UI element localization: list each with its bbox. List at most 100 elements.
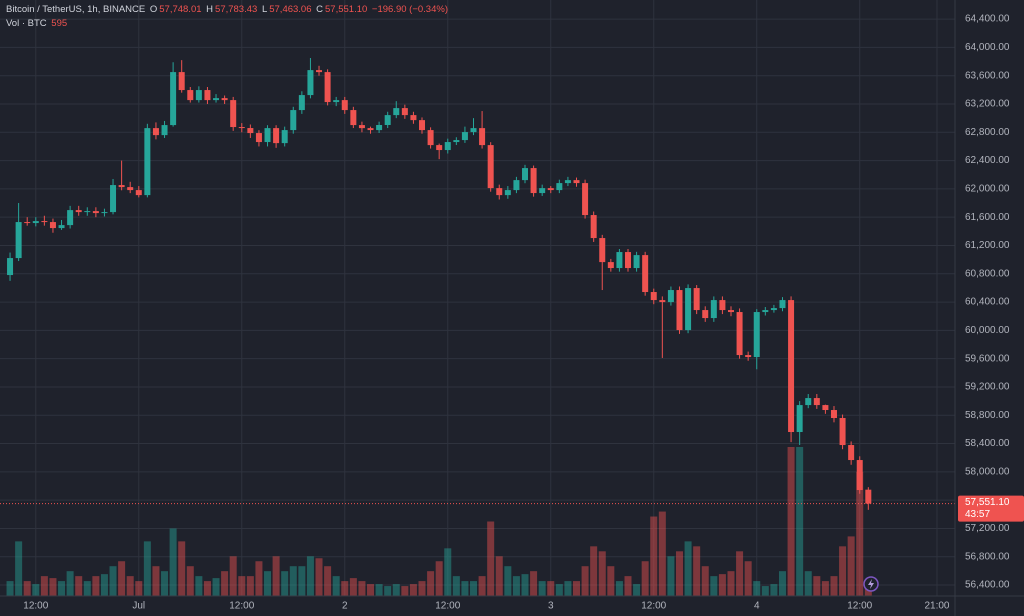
ohlc-value: 57,748.01 bbox=[159, 4, 202, 15]
candle-body bbox=[144, 128, 151, 196]
x-tick-label: 12:00 bbox=[847, 601, 872, 612]
y-tick-label: 60,800.00 bbox=[965, 268, 1010, 279]
x-tick-label: 21:00 bbox=[924, 601, 949, 612]
volume-bar bbox=[641, 561, 649, 596]
candle-body bbox=[642, 255, 649, 293]
ohlc-prefix: L bbox=[261, 4, 268, 15]
volume-bar bbox=[444, 548, 452, 596]
volume-title: Vol · BTC bbox=[6, 18, 47, 29]
volume-bar bbox=[92, 576, 100, 596]
candle-body bbox=[693, 288, 700, 311]
price-tag bbox=[958, 495, 1024, 522]
candle-body bbox=[307, 70, 314, 96]
volume-bar bbox=[753, 581, 761, 596]
candle-body bbox=[324, 72, 331, 103]
candle-body bbox=[522, 168, 529, 181]
volume-bar bbox=[512, 576, 520, 596]
candle-body bbox=[444, 142, 451, 151]
candle-body bbox=[187, 90, 194, 101]
volume-bar bbox=[332, 576, 340, 596]
candle-body bbox=[607, 262, 614, 269]
volume-bar bbox=[693, 546, 701, 596]
volume-bar bbox=[324, 566, 332, 596]
volume-bar bbox=[169, 528, 177, 596]
candle-body bbox=[92, 211, 99, 214]
candle-body bbox=[616, 252, 623, 269]
volume-bar bbox=[452, 576, 460, 596]
candle-body bbox=[384, 115, 391, 126]
y-tick-label: 64,000.00 bbox=[965, 42, 1010, 53]
volume-bar bbox=[152, 566, 160, 596]
candle-body bbox=[238, 127, 245, 129]
candle-body bbox=[367, 128, 374, 131]
candle-body bbox=[49, 222, 56, 229]
volume-bar bbox=[143, 541, 151, 596]
volume-bar bbox=[246, 576, 254, 596]
volume-bar bbox=[615, 581, 623, 596]
change-value: −196.90 (−0.34%) bbox=[371, 4, 448, 15]
volume-bar bbox=[58, 581, 66, 596]
candle-body bbox=[127, 187, 134, 191]
grid bbox=[0, 0, 955, 596]
volume-bar bbox=[40, 576, 48, 596]
volume-bar bbox=[100, 574, 108, 596]
volume-bar bbox=[658, 511, 666, 596]
candle-body bbox=[667, 290, 674, 303]
candle-body bbox=[333, 100, 340, 103]
candle-body bbox=[101, 212, 108, 214]
y-tick-label: 58,800.00 bbox=[965, 410, 1010, 421]
candle-body bbox=[582, 183, 589, 216]
volume-bar bbox=[607, 566, 615, 596]
candle-body bbox=[556, 183, 563, 191]
volume-bar bbox=[495, 556, 503, 596]
candle-body bbox=[161, 125, 168, 136]
x-tick-label: Jul bbox=[132, 601, 145, 612]
candle-body bbox=[839, 418, 846, 446]
candle-body bbox=[461, 132, 468, 141]
candle-body bbox=[58, 225, 65, 229]
volume-bar bbox=[581, 566, 589, 596]
y-tick-label: 58,400.00 bbox=[965, 438, 1010, 449]
candle-body bbox=[118, 185, 125, 188]
y-tick-label: 63,200.00 bbox=[965, 99, 1010, 110]
volume-bar bbox=[315, 558, 323, 596]
countdown-label: 43:57 bbox=[965, 509, 990, 520]
x-tick-label: 12:00 bbox=[23, 601, 48, 612]
ohlc-prefix: H bbox=[206, 4, 214, 15]
volume-layer bbox=[6, 447, 872, 596]
volume-bar bbox=[186, 566, 194, 596]
volume-bar bbox=[349, 578, 357, 596]
volume-bar bbox=[83, 581, 91, 596]
volume-bar bbox=[667, 556, 675, 596]
volume-bar bbox=[487, 521, 495, 596]
volume-bar bbox=[470, 581, 478, 596]
candle-body bbox=[865, 489, 872, 504]
symbol-legend: Bitcoin / TetherUS, 1h, BINANCE O 57,748.… bbox=[6, 4, 450, 15]
volume-bar bbox=[401, 586, 409, 596]
candle-body bbox=[496, 188, 503, 196]
candle-body bbox=[564, 180, 571, 184]
volume-bar bbox=[221, 571, 229, 596]
volume-bar bbox=[298, 566, 306, 596]
candle-body bbox=[264, 128, 271, 143]
volume-bar bbox=[238, 576, 246, 596]
candle-body bbox=[178, 72, 185, 91]
volume-bar bbox=[118, 561, 126, 596]
volume-bar bbox=[821, 581, 829, 596]
x-tick-label: 4 bbox=[754, 601, 760, 612]
volume-bar bbox=[306, 556, 314, 596]
volume-bar bbox=[787, 447, 795, 596]
volume-bar bbox=[564, 581, 572, 596]
candle-body bbox=[410, 115, 417, 121]
volume-bar bbox=[126, 576, 134, 596]
candle-body bbox=[830, 410, 837, 419]
x-tick-label: 3 bbox=[548, 601, 554, 612]
volume-bar bbox=[409, 584, 417, 596]
candle-layer bbox=[0, 58, 955, 510]
volume-bar bbox=[15, 541, 23, 596]
volume-bar bbox=[521, 574, 529, 596]
candle-body bbox=[796, 405, 803, 433]
volume-bar bbox=[427, 571, 435, 596]
